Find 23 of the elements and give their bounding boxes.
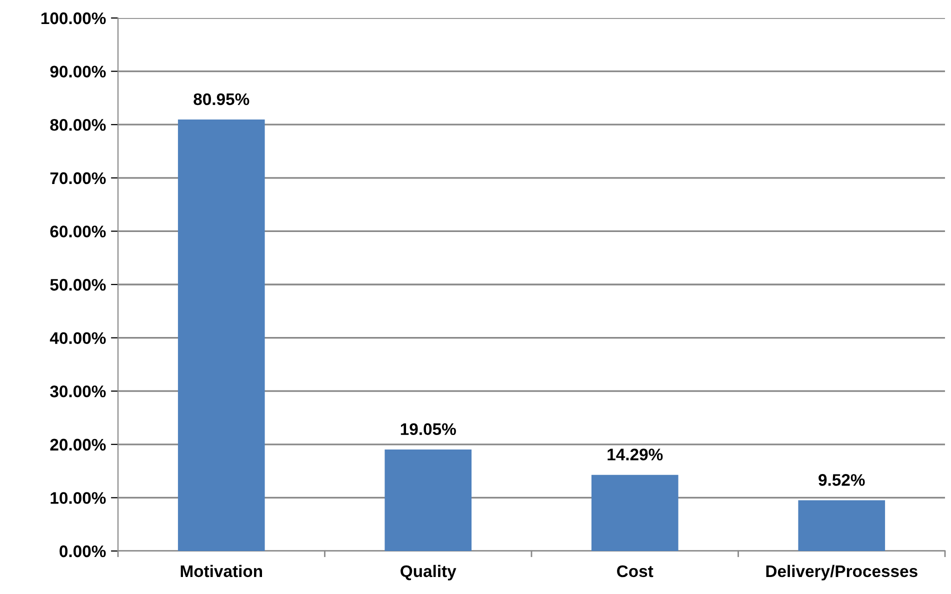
data-label: 9.52%: [818, 474, 865, 486]
y-tick-label: 10.00%: [50, 492, 106, 504]
x-tick-label: Cost: [617, 565, 654, 578]
y-tick-label: 60.00%: [50, 226, 106, 238]
data-label: 19.05%: [400, 423, 456, 436]
y-tick-label: 50.00%: [50, 278, 106, 291]
y-tick-label: 90.00%: [50, 66, 106, 78]
x-tick-label: Motivation: [180, 564, 262, 578]
bar: [798, 500, 886, 551]
bar: [384, 449, 472, 551]
data-label: 14.29%: [608, 448, 663, 460]
y-tick-label: 80.00%: [50, 119, 106, 131]
bar: [591, 474, 678, 551]
y-tick-label: 0.00%: [60, 545, 106, 558]
data-label: 80.95%: [194, 93, 250, 106]
x-tick-label: Quality: [400, 564, 456, 580]
y-tick-label: 30.00%: [50, 386, 106, 398]
bar: [178, 120, 265, 551]
y-tick-label: 100.00%: [41, 12, 106, 24]
x-tick-label: Delivery/Processes: [766, 564, 918, 580]
y-tick-label: 70.00%: [50, 172, 106, 184]
y-tick-label: 40.00%: [50, 332, 106, 344]
y-tick-label: 20.00%: [50, 438, 106, 451]
